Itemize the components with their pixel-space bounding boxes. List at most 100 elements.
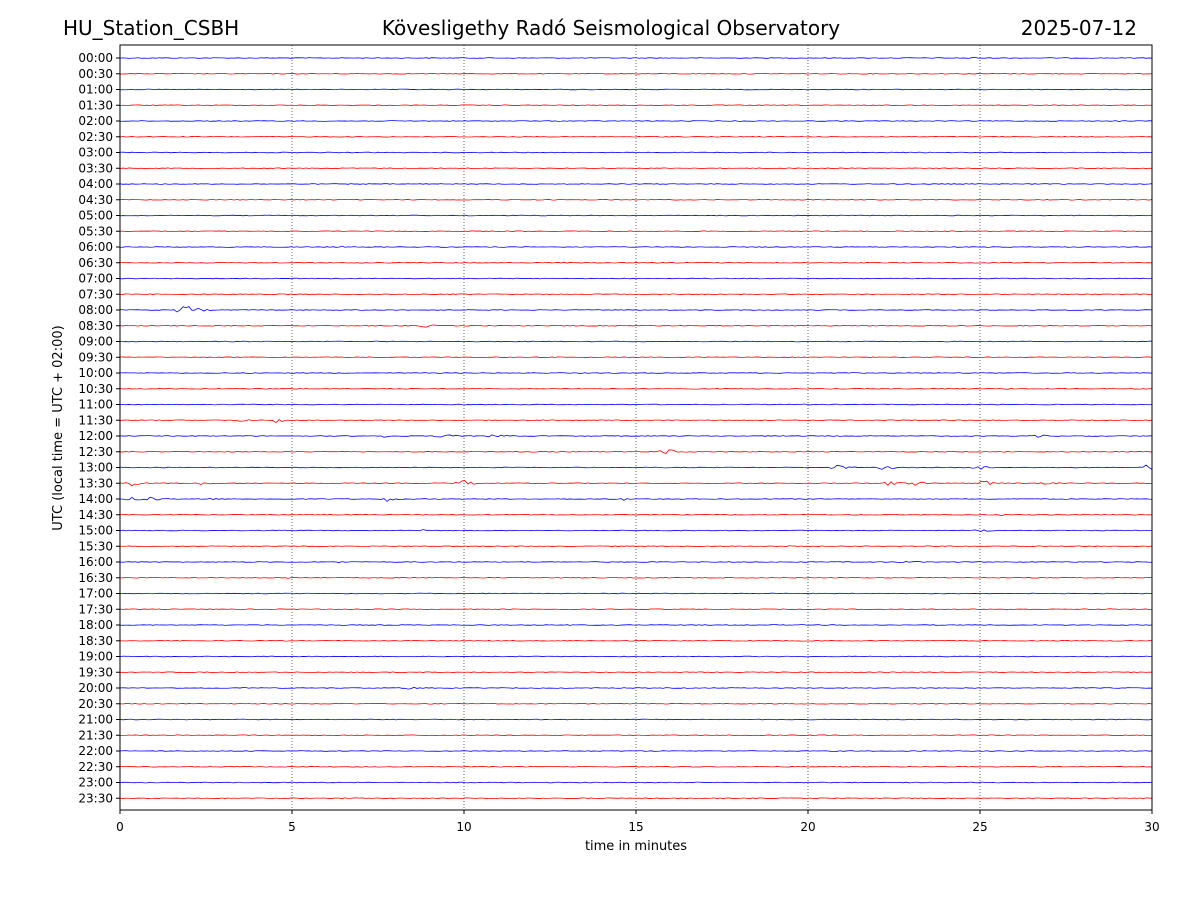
- y-tick-label: 01:00: [78, 83, 113, 97]
- trace-0230: [119, 135, 1153, 138]
- trace-0530: [119, 230, 1153, 233]
- y-tick-label: 12:30: [78, 445, 113, 459]
- y-tick-label: 01:30: [78, 98, 113, 112]
- trace-2300: [119, 781, 1153, 784]
- trace-1330: [119, 480, 1153, 487]
- x-tick-label: 10: [456, 820, 471, 834]
- trace-1230: [119, 449, 1153, 454]
- y-tick-label: 11:30: [78, 413, 113, 427]
- x-tick-label: 30: [1144, 820, 1159, 834]
- chart-date: 2025-07-12: [1021, 16, 1137, 40]
- trace-0730: [119, 293, 1153, 296]
- trace-1200: [119, 434, 1153, 438]
- x-axis-ticks: 0 5 10 15 20 25 30: [116, 810, 1160, 834]
- y-tick-label: 09:00: [78, 335, 113, 349]
- trace-0800: [119, 306, 1153, 313]
- y-tick-label: 21:30: [78, 728, 113, 742]
- y-tick-label: 13:30: [78, 476, 113, 490]
- y-tick-label: 14:30: [78, 508, 113, 522]
- trace-2000: [119, 686, 1153, 690]
- x-tick-label: 0: [116, 820, 124, 834]
- trace-0000: [119, 56, 1153, 59]
- trace-2200: [119, 750, 1153, 752]
- y-tick-label: 13:00: [78, 461, 113, 475]
- y-tick-label: 08:00: [78, 303, 113, 317]
- trace-0300: [119, 151, 1152, 154]
- trace-1900: [119, 655, 1153, 658]
- trace-0430: [119, 198, 1153, 201]
- y-tick-label: 05:30: [78, 224, 113, 238]
- y-tick-label: 00:30: [78, 67, 113, 81]
- y-tick-label: 09:30: [78, 350, 113, 364]
- trace-1100: [119, 403, 1153, 406]
- x-axis-label: time in minutes: [585, 839, 687, 854]
- trace-2230: [119, 765, 1153, 768]
- trace-0500: [119, 214, 1153, 217]
- y-tick-label: 07:30: [78, 287, 113, 301]
- y-tick-label: 06:30: [78, 256, 113, 270]
- trace-group: [119, 56, 1153, 799]
- y-tick-label: 05:00: [78, 209, 113, 223]
- y-tick-label: 21:00: [78, 713, 113, 727]
- station-name: HU_Station_CSBH: [63, 16, 239, 40]
- y-tick-label: 19:00: [78, 650, 113, 664]
- trace-2030: [119, 702, 1153, 705]
- y-tick-label: 06:00: [78, 240, 113, 254]
- trace-0330: [119, 167, 1153, 170]
- y-tick-label: 03:00: [78, 146, 113, 160]
- y-tick-label: 23:30: [78, 791, 113, 805]
- y-tick-label: 17:00: [78, 587, 113, 601]
- x-tick-label: 15: [628, 820, 643, 834]
- y-tick-label: 22:00: [78, 744, 113, 758]
- x-tick-label: 5: [288, 820, 296, 834]
- y-tick-label: 16:30: [78, 571, 113, 585]
- y-tick-label: 12:00: [78, 429, 113, 443]
- trace-0830: [119, 324, 1153, 328]
- trace-1300: [119, 464, 1153, 470]
- y-tick-label: 15:00: [78, 524, 113, 538]
- y-tick-label: 20:00: [78, 681, 113, 695]
- y-tick-label: 10:00: [78, 366, 113, 380]
- trace-1530: [119, 545, 1153, 548]
- y-tick-label: 22:30: [78, 760, 113, 774]
- trace-0700: [119, 277, 1153, 280]
- y-tick-label: 18:30: [78, 634, 113, 648]
- trace-1700: [119, 592, 1153, 595]
- y-tick-label: 08:30: [78, 319, 113, 333]
- trace-0030: [119, 72, 1153, 75]
- y-tick-label: 02:00: [78, 114, 113, 128]
- trace-0930: [119, 356, 1153, 359]
- y-tick-label: 20:30: [78, 697, 113, 711]
- trace-1400: [119, 496, 1153, 502]
- y-tick-label: 14:00: [78, 492, 113, 506]
- trace-2130: [119, 734, 1152, 737]
- trace-0400: [119, 183, 1153, 185]
- y-tick-label: 16:00: [78, 555, 113, 569]
- plot-frame: [119, 44, 1153, 811]
- trace-1500: [119, 529, 1153, 532]
- y-tick-label: 02:30: [78, 130, 113, 144]
- trace-1630: [119, 576, 1153, 579]
- trace-0900: [119, 340, 1153, 343]
- trace-1830: [119, 639, 1153, 642]
- vertical-grid: [291, 45, 981, 810]
- trace-1130: [119, 419, 1153, 424]
- x-tick-label: 20: [800, 820, 815, 834]
- y-tick-label: 04:00: [78, 177, 113, 191]
- trace-0130: [119, 104, 1153, 107]
- trace-2330: [119, 797, 1153, 799]
- y-tick-label: 17:30: [78, 602, 113, 616]
- trace-2100: [119, 718, 1153, 721]
- trace-0200: [119, 120, 1153, 123]
- trace-1430: [119, 513, 1153, 516]
- trace-1800: [119, 624, 1153, 626]
- trace-1600: [119, 561, 1153, 563]
- y-tick-label: 03:30: [78, 161, 113, 175]
- y-tick-label: 18:00: [78, 618, 113, 632]
- trace-1930: [119, 671, 1153, 674]
- y-tick-label: 04:30: [78, 193, 113, 207]
- y-tick-label: 10:30: [78, 382, 113, 396]
- trace-1730: [119, 608, 1153, 611]
